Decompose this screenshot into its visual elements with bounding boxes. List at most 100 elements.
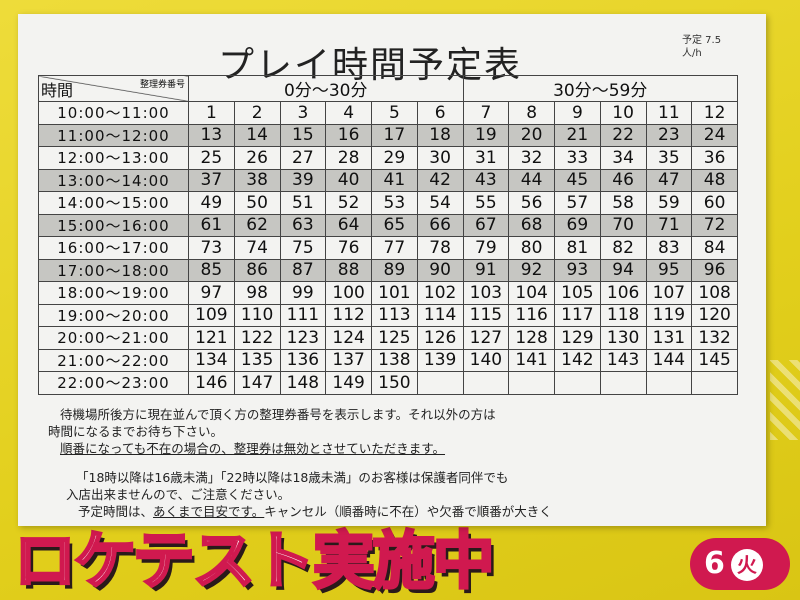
ticket-number: 6 bbox=[416, 101, 464, 125]
ticket-number: 73 bbox=[188, 236, 235, 260]
ticket-number bbox=[462, 371, 510, 395]
table-header: 時間 整理券番号 0分〜30分 30分〜59分 bbox=[38, 75, 738, 102]
ticket-number: 110 bbox=[233, 303, 281, 327]
ticket-number: 13 bbox=[188, 123, 235, 147]
ticket-number: 78 bbox=[416, 236, 464, 260]
time-slot: 11:00〜12:00 bbox=[38, 123, 189, 147]
ticket-number: 96 bbox=[691, 258, 738, 282]
ticket-number: 9 bbox=[554, 101, 601, 125]
ticket-number: 86 bbox=[233, 258, 281, 282]
ticket-number: 122 bbox=[233, 326, 281, 350]
time-slot: 22:00〜23:00 bbox=[38, 371, 189, 395]
date-day: 6 bbox=[704, 546, 725, 581]
ticket-number: 37 bbox=[188, 168, 235, 192]
ticket-number: 120 bbox=[691, 303, 738, 327]
ticket-number: 43 bbox=[462, 168, 510, 192]
ticket-number: 50 bbox=[233, 191, 281, 215]
ticket-number: 138 bbox=[371, 348, 418, 372]
ticket-number: 51 bbox=[279, 191, 327, 215]
ticket-number: 31 bbox=[462, 146, 510, 170]
ticket-number: 47 bbox=[645, 168, 693, 192]
ticket-number: 118 bbox=[599, 303, 647, 327]
ticket-number bbox=[645, 371, 693, 395]
ticket-number: 49 bbox=[188, 191, 235, 215]
ticket-number: 57 bbox=[554, 191, 601, 215]
ticket-number: 119 bbox=[645, 303, 693, 327]
note-text-underlined: あくまで目安です。 bbox=[153, 504, 265, 519]
ticket-number: 45 bbox=[554, 168, 601, 192]
ticket-number: 113 bbox=[371, 303, 418, 327]
ticket-number: 76 bbox=[325, 236, 372, 260]
ticket-number: 100 bbox=[325, 281, 372, 305]
ticket-number: 69 bbox=[554, 213, 601, 237]
table-row: 19:00〜20:00 109 110 111 112 113 114 115 116 117 11… bbox=[38, 303, 738, 327]
time-slot: 20:00〜21:00 bbox=[38, 326, 189, 350]
ticket-number: 77 bbox=[371, 236, 418, 260]
ticket-number: 104 bbox=[508, 281, 555, 305]
ticket-number: 94 bbox=[599, 258, 647, 282]
time-slot: 10:00〜11:00 bbox=[38, 101, 189, 125]
ticket-number: 75 bbox=[279, 236, 327, 260]
ticket-number: 99 bbox=[279, 281, 327, 305]
ticket-number: 14 bbox=[233, 123, 281, 147]
note-line: 「18時以降は16歳未満」「22時以降は18歳未満」のお客様は保護者同伴でも bbox=[76, 470, 509, 485]
date-dow: 火 bbox=[730, 548, 763, 581]
ticket-number: 36 bbox=[691, 146, 738, 170]
time-slot: 12:00〜13:00 bbox=[38, 146, 189, 170]
schedule-table: 時間 整理券番号 0分〜30分 30分〜59分 10:00〜11:00 1 2 3 4 5… bbox=[38, 75, 738, 395]
time-slot: 14:00〜15:00 bbox=[38, 191, 189, 215]
note-text: 予定時間は、 bbox=[78, 504, 154, 519]
table-row: 11:00〜12:00 13 14 15 16 17 18 19 20 21 22 23 24 bbox=[38, 123, 738, 147]
ticket-number: 2 bbox=[233, 101, 281, 125]
ticket-number: 72 bbox=[691, 213, 738, 237]
ticket-number: 87 bbox=[279, 258, 327, 282]
ticket-number bbox=[691, 371, 738, 395]
ticket-number: 102 bbox=[416, 281, 464, 305]
ticket-number: 150 bbox=[371, 371, 418, 395]
ticket-number: 39 bbox=[279, 168, 327, 192]
ticket-header: 整理券番号 bbox=[139, 80, 185, 90]
ticket-number: 18 bbox=[416, 123, 464, 147]
ticket-number: 97 bbox=[188, 281, 235, 305]
ticket-number: 66 bbox=[416, 213, 464, 237]
ticket-number: 137 bbox=[325, 348, 372, 372]
ticket-number: 143 bbox=[599, 348, 647, 372]
ticket-number: 149 bbox=[325, 371, 372, 395]
table-row: 21:00〜22:00 134 135 136 137 138 139 140 141 142 14… bbox=[38, 348, 738, 372]
ticket-number: 71 bbox=[645, 213, 693, 237]
ticket-number: 116 bbox=[508, 303, 555, 327]
ticket-number: 127 bbox=[462, 326, 510, 350]
table-row: 14:00〜15:00 49 50 51 52 53 54 55 56 57 58 59 60 bbox=[38, 191, 738, 215]
ticket-number: 147 bbox=[233, 371, 281, 395]
table-row: 16:00〜17:00 73 74 75 76 77 78 79 80 81 82 83 84 bbox=[38, 236, 738, 260]
ticket-number: 55 bbox=[462, 191, 510, 215]
ticket-number: 132 bbox=[691, 326, 738, 350]
time-slot: 13:00〜14:00 bbox=[38, 168, 189, 192]
ticket-number: 42 bbox=[416, 168, 464, 192]
ticket-number bbox=[599, 371, 647, 395]
ticket-number: 90 bbox=[416, 258, 464, 282]
corner-header: 時間 整理券番号 bbox=[38, 75, 189, 102]
ticket-number: 131 bbox=[645, 326, 693, 350]
note-line: 時間になるまでお待ち下さい。 bbox=[48, 424, 224, 439]
ticket-number: 89 bbox=[371, 258, 418, 282]
ticket-number: 27 bbox=[279, 146, 327, 170]
table-row: 13:00〜14:00 37 38 39 40 41 42 43 44 45 46 47 48 bbox=[38, 168, 738, 192]
ticket-number: 1 bbox=[188, 101, 235, 125]
table-row: 18:00〜19:00 97 98 99 100 101 102 103 104 105 106 10… bbox=[38, 281, 738, 305]
ticket-number: 46 bbox=[599, 168, 647, 192]
ticket-number: 28 bbox=[325, 146, 372, 170]
ticket-number: 129 bbox=[554, 326, 601, 350]
ticket-number: 17 bbox=[371, 123, 418, 147]
ticket-number: 98 bbox=[233, 281, 281, 305]
table-row: 20:00〜21:00 121 122 123 124 125 126 127 128 129 13… bbox=[38, 326, 738, 350]
ticket-number: 103 bbox=[462, 281, 510, 305]
ticket-number: 125 bbox=[371, 326, 418, 350]
ticket-number: 64 bbox=[325, 213, 372, 237]
first-half-header: 0分〜30分 bbox=[188, 75, 464, 102]
time-slot: 21:00〜22:00 bbox=[38, 348, 189, 372]
ticket-number: 126 bbox=[416, 326, 464, 350]
ticket-number bbox=[416, 371, 464, 395]
schedule-sign: プレイ時間予定表 予定 7.5人/h 時間 整理券番号 0分〜30分 30分〜5… bbox=[18, 14, 766, 526]
ticket-number: 5 bbox=[371, 101, 418, 125]
